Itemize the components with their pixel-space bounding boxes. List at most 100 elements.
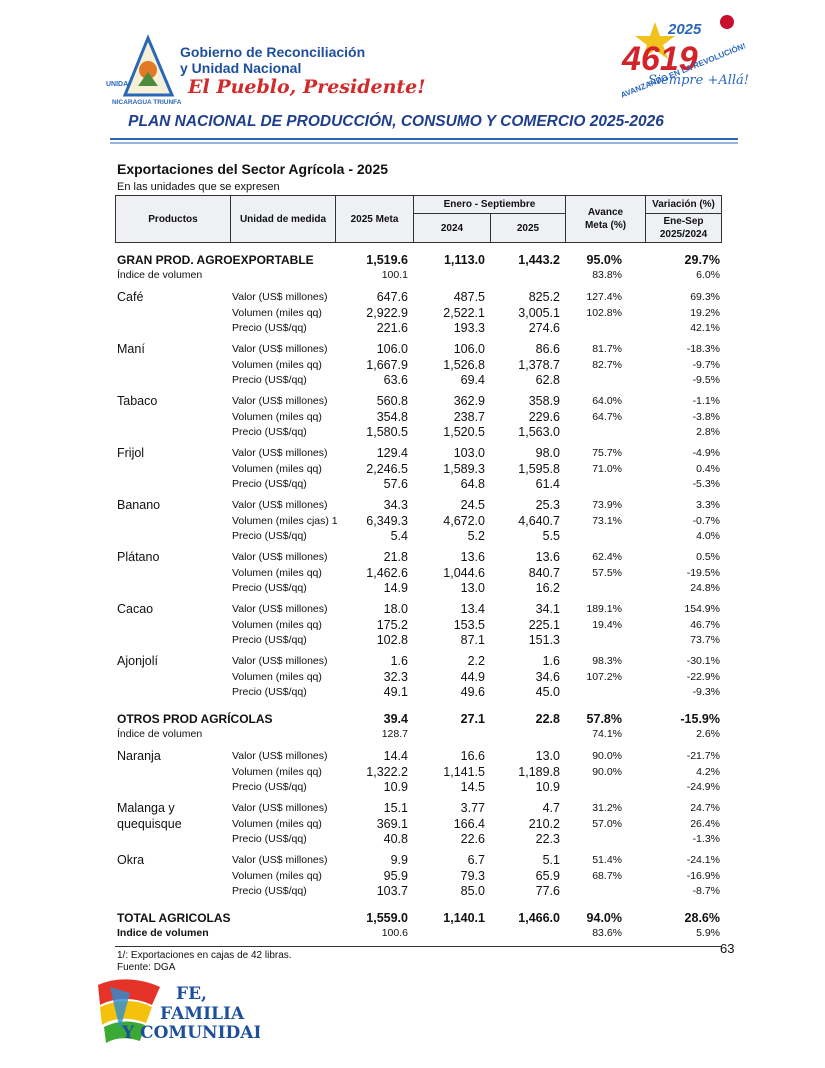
variation-value: 73.7% bbox=[690, 634, 720, 646]
unit-label: Volumen (miles qq) bbox=[232, 358, 322, 371]
seal-bottom: NICARAGUA TRIUNFA bbox=[112, 99, 182, 106]
unit-label: Valor (US$ millones) bbox=[232, 291, 328, 303]
meta-value: 221.6 bbox=[376, 321, 408, 335]
value-2024: 79.3 bbox=[460, 868, 485, 883]
avance-value: 68.7% bbox=[592, 869, 622, 882]
variation-value: -5.3% bbox=[692, 478, 720, 490]
avance-value: 64.7% bbox=[592, 410, 622, 423]
unit-label: Volumen (miles qq) bbox=[232, 869, 322, 882]
product-name: Malanga y quequisque bbox=[117, 801, 182, 831]
meta-value: 175.2 bbox=[376, 617, 408, 632]
unit-label: Precio (US$/qq) bbox=[232, 478, 307, 490]
meta-value: 369.1 bbox=[376, 816, 408, 831]
variation-value: 26.4% bbox=[690, 817, 720, 830]
value-2024: 153.5 bbox=[453, 617, 485, 632]
value-2025: 840.7 bbox=[528, 565, 560, 580]
avance-value: 62.4% bbox=[592, 551, 622, 563]
variation-value: 0.4% bbox=[696, 462, 720, 475]
variation-value: -8.7% bbox=[692, 885, 720, 897]
meta-value: 57.6 bbox=[383, 477, 408, 491]
value-2025: 151.3 bbox=[528, 633, 560, 647]
variation-value: 4.2% bbox=[696, 765, 720, 778]
variation-value: -3.8% bbox=[692, 410, 720, 423]
variation-value: 42.1% bbox=[690, 322, 720, 334]
variation-value: 2.6% bbox=[696, 728, 720, 740]
variation-value: 24.7% bbox=[690, 802, 720, 814]
gov-line2: y Unidad Nacional bbox=[180, 60, 301, 76]
product-name: Tabaco bbox=[117, 394, 158, 408]
product-name: Frijol bbox=[117, 446, 145, 460]
value-2024: 69.4 bbox=[460, 373, 485, 387]
seal-volcano bbox=[138, 72, 158, 86]
slogan: El Pueblo, Presidente! bbox=[187, 76, 426, 98]
meta-value: 647.6 bbox=[376, 290, 408, 304]
value-2025: 1,466.0 bbox=[518, 911, 560, 925]
avance-value: 94.0% bbox=[586, 911, 622, 925]
value-2024: 14.5 bbox=[460, 780, 485, 794]
avance-value: 107.2% bbox=[586, 670, 622, 683]
variation-value: 24.8% bbox=[690, 582, 720, 594]
unit-label: Precio (US$/qq) bbox=[232, 781, 307, 793]
avance-value: 90.0% bbox=[592, 765, 622, 778]
unit-label: Volumen (miles qq) bbox=[232, 765, 322, 778]
value-2024: 4,672.0 bbox=[443, 513, 485, 528]
meta-value: 1.6 bbox=[390, 654, 408, 668]
meta-value: 9.9 bbox=[390, 853, 408, 867]
value-2024: 44.9 bbox=[460, 669, 485, 684]
avance-value: 31.2% bbox=[592, 802, 622, 814]
value-2025: 3,005.1 bbox=[518, 305, 560, 320]
value-2025: 1,189.8 bbox=[518, 764, 560, 779]
variation-value: -1.3% bbox=[692, 833, 720, 845]
avance-value: 81.7% bbox=[592, 343, 622, 355]
value-2025: 22.8 bbox=[535, 712, 560, 726]
variation-value: -15.9% bbox=[680, 712, 720, 726]
avance-value: 57.8% bbox=[586, 712, 622, 726]
header-2025: 2025 bbox=[490, 213, 566, 243]
value-2025: 22.3 bbox=[535, 832, 560, 846]
value-2025: 825.2 bbox=[528, 290, 560, 304]
variation-value: 0.5% bbox=[696, 551, 720, 563]
avance-value: 57.5% bbox=[592, 566, 622, 579]
avance-value: 64.0% bbox=[592, 395, 622, 407]
value-2025: 1,595.8 bbox=[518, 461, 560, 476]
variation-value: -30.1% bbox=[686, 655, 720, 667]
value-2025: 210.2 bbox=[528, 816, 560, 831]
meta-value: 106.0 bbox=[376, 342, 408, 356]
value-2024: 106.0 bbox=[453, 342, 485, 356]
unit-label: Valor (US$ millones) bbox=[232, 655, 328, 667]
value-2025: 4,640.7 bbox=[518, 513, 560, 528]
value-2024: 13.6 bbox=[460, 550, 485, 564]
value-2024: 49.6 bbox=[460, 685, 485, 699]
value-2025: 61.4 bbox=[535, 477, 560, 491]
summary-label: OTROS PROD AGRÍCOLAS bbox=[117, 712, 273, 726]
header-graphics: UNIDA NICARAGUA TRIUNFA Gobierno de Reco… bbox=[106, 15, 749, 144]
meta-value: 63.6 bbox=[383, 373, 408, 387]
meta-value: 2,922.9 bbox=[366, 305, 408, 320]
product-name: Ajonjolí bbox=[117, 654, 158, 668]
unit-label: Precio (US$/qq) bbox=[232, 833, 307, 845]
value-2024: 5.2 bbox=[467, 529, 485, 543]
product-name: Cacao bbox=[117, 602, 154, 616]
meta-value: 1,462.6 bbox=[366, 565, 408, 580]
meta-value: 102.8 bbox=[376, 633, 408, 647]
value-2025: 5.5 bbox=[542, 529, 560, 543]
header-products: Productos bbox=[115, 195, 231, 243]
unit-label: Valor (US$ millones) bbox=[232, 551, 328, 563]
value-2024: 193.3 bbox=[453, 321, 485, 335]
product-name: Naranja bbox=[117, 749, 161, 763]
meta-value: 100.6 bbox=[381, 927, 408, 939]
value-2025: 1,378.7 bbox=[518, 357, 560, 372]
value-2025: 13.6 bbox=[535, 550, 560, 564]
variation-value: 2.8% bbox=[696, 426, 720, 438]
value-2024: 1,526.8 bbox=[443, 357, 485, 372]
unit-label: Valor (US$ millones) bbox=[232, 499, 328, 511]
product-name: Plátano bbox=[117, 550, 160, 564]
value-2024: 64.8 bbox=[460, 477, 485, 491]
value-2024: 13.4 bbox=[460, 602, 485, 616]
value-2025: 358.9 bbox=[528, 394, 560, 408]
product-name: Okra bbox=[117, 853, 145, 867]
unit-label: Valor (US$ millones) bbox=[232, 395, 328, 407]
value-2024: 87.1 bbox=[460, 633, 485, 647]
avance-value: 95.0% bbox=[586, 253, 622, 267]
meta-value: 40.8 bbox=[383, 832, 408, 846]
